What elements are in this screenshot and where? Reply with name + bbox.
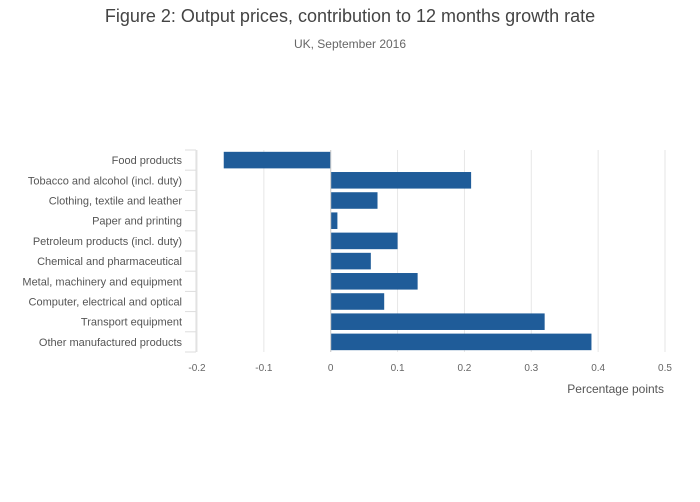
y-category-label: Chemical and pharmaceutical bbox=[37, 256, 182, 268]
x-tick-label: -0.1 bbox=[255, 363, 273, 374]
y-category-label: Other manufactured products bbox=[39, 337, 183, 349]
bar bbox=[330, 232, 398, 250]
x-tick-labels: -0.2 -0.1 0 0.1 0.2 0.3 0.4 0.5 bbox=[188, 363, 672, 374]
bar bbox=[330, 273, 418, 290]
x-tick-label: 0.3 bbox=[524, 363, 538, 374]
bar bbox=[330, 172, 472, 189]
bar bbox=[330, 333, 592, 351]
x-axis-label: Percentage points bbox=[567, 382, 664, 396]
y-category-label: Transport equipment bbox=[81, 317, 182, 329]
y-category-label: Metal, machinery and equipment bbox=[22, 276, 182, 288]
y-category-label: Paper and printing bbox=[92, 216, 182, 228]
bars bbox=[223, 151, 592, 351]
chart-subtitle: UK, September 2016 bbox=[293, 37, 407, 51]
bar bbox=[223, 151, 331, 169]
y-axis: Food products Tobacco and alcohol (incl. … bbox=[22, 149, 197, 353]
x-tick-label: 0.2 bbox=[457, 363, 471, 374]
y-category-label: Clothing, textile and leather bbox=[49, 196, 183, 208]
bar bbox=[330, 252, 371, 270]
x-tick-label: 0.5 bbox=[658, 363, 672, 374]
y-category-label: Petroleum products (incl. duty) bbox=[33, 236, 182, 248]
x-tick-label: 0 bbox=[328, 363, 334, 374]
x-tick-label: -0.2 bbox=[188, 363, 206, 374]
bar bbox=[330, 212, 338, 229]
y-category-label: Computer, electrical and optical bbox=[29, 297, 182, 309]
bar bbox=[330, 313, 545, 330]
bar bbox=[330, 192, 378, 209]
bar bbox=[330, 293, 385, 310]
y-category-label: Food products bbox=[112, 155, 183, 167]
chart-title: Figure 2: Output prices, contribution to… bbox=[104, 6, 596, 26]
x-tick-label: 0.4 bbox=[591, 363, 605, 374]
x-tick-label: 0.1 bbox=[391, 363, 405, 374]
y-category-label: Tobacco and alcohol (incl. duty) bbox=[28, 175, 182, 187]
